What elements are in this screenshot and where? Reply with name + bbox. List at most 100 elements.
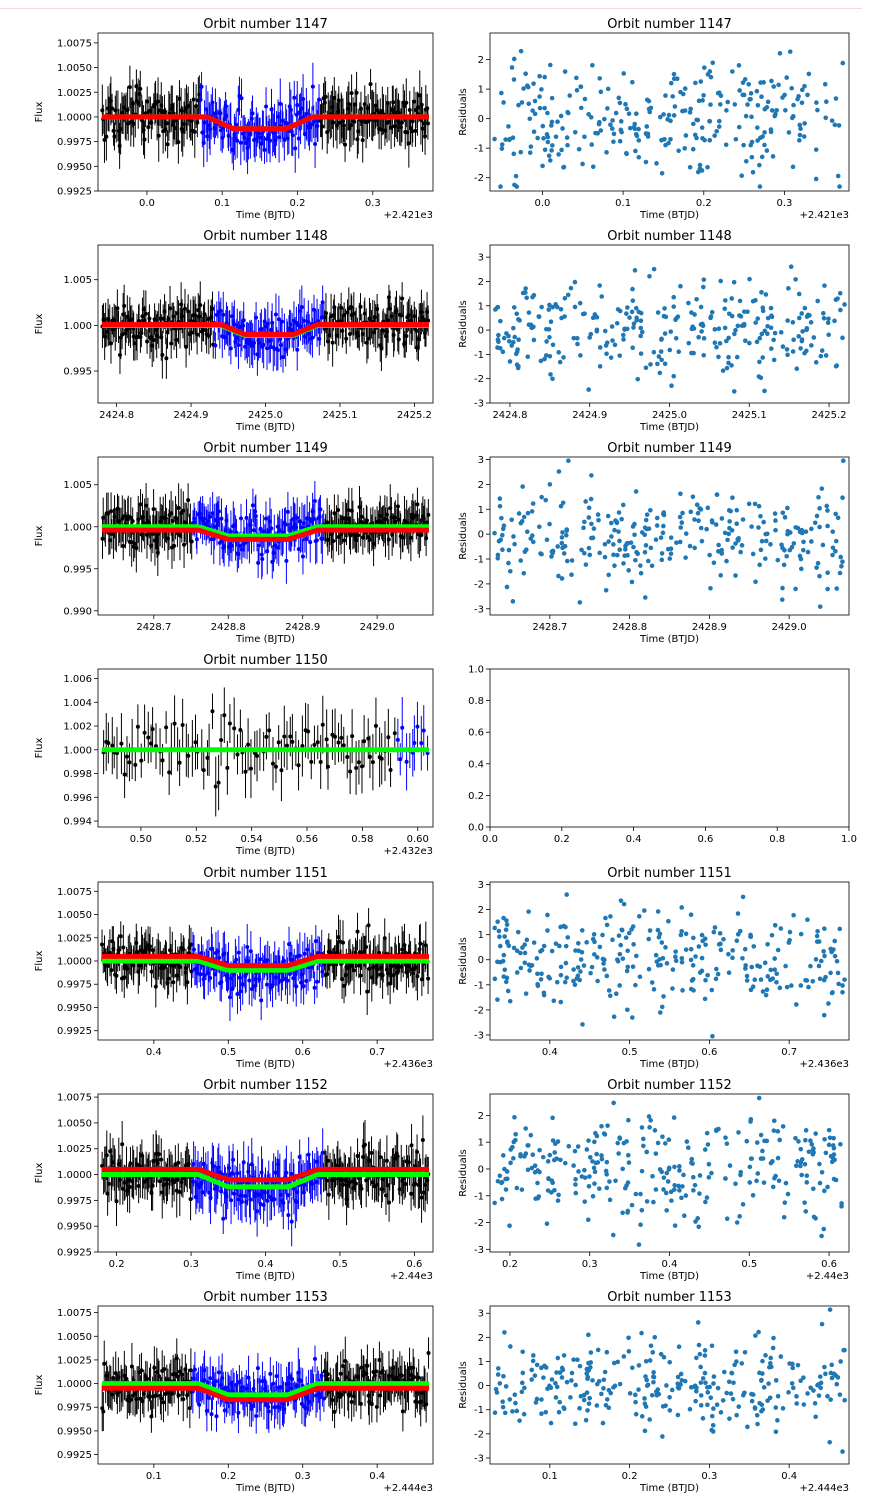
residual-point (750, 984, 756, 990)
residual-point (808, 1138, 813, 1143)
residual-point (748, 934, 754, 940)
residual-point (692, 517, 697, 522)
residual-point (654, 161, 659, 166)
residual-point (578, 84, 584, 90)
residual-point (662, 331, 668, 336)
x-axis-label: Time (BTJD) (639, 634, 699, 645)
residual-point (659, 170, 665, 176)
flux-point (222, 713, 227, 718)
flux-point (247, 978, 252, 983)
residual-point (838, 554, 844, 560)
residual-point (595, 978, 600, 984)
flux-point (351, 968, 356, 973)
y-tick-label: 1.0000 (57, 957, 92, 968)
flux-point (359, 764, 364, 769)
flux-point (344, 1197, 349, 1202)
residual-point (602, 541, 608, 547)
residual-point (661, 994, 666, 999)
flux-point (185, 980, 190, 985)
flux-point (399, 120, 404, 125)
y-tick-label: 0.9950 (57, 162, 92, 173)
residual-point (514, 349, 520, 355)
residual-point (723, 1135, 728, 1140)
flux-point (279, 768, 284, 773)
residual-point (678, 932, 684, 938)
flux-point (248, 949, 253, 954)
flux-point (356, 129, 361, 134)
residual-point (831, 1135, 836, 1141)
residual-point (574, 336, 580, 341)
residual-point (665, 1179, 671, 1184)
plot-area (100, 281, 431, 379)
flux-point (118, 934, 123, 939)
residual-point (688, 957, 694, 963)
residual-point (522, 942, 528, 947)
y-tick-label: 1.000 (63, 321, 92, 332)
flux-point (190, 1179, 195, 1184)
y-tick-label: 1.006 (63, 674, 92, 685)
residual-point (609, 324, 615, 329)
residual-point (611, 1100, 616, 1106)
residual-point (627, 125, 633, 131)
residual-point (817, 976, 823, 982)
flux-point (296, 547, 301, 552)
residual-point (633, 131, 639, 137)
flux-point (423, 943, 428, 948)
residual-point (677, 539, 683, 545)
residual-point (683, 931, 689, 937)
flux-point (150, 727, 155, 732)
flux-point (138, 502, 143, 507)
residual-point (709, 518, 715, 523)
residual-point (524, 529, 530, 534)
residual-point (571, 978, 576, 984)
residual-point (697, 166, 703, 171)
flux-point (201, 516, 206, 521)
residual-point (801, 539, 806, 545)
flux-point (226, 133, 231, 138)
flux-point (355, 137, 360, 142)
residual-point (646, 1114, 652, 1119)
residual-point (758, 1156, 764, 1161)
residual-point (631, 942, 636, 947)
x-tick-label: 0.6 (406, 1259, 422, 1270)
residual-point (648, 545, 654, 551)
residual-point (615, 552, 620, 558)
residual-point (673, 954, 678, 960)
residual-point (636, 914, 642, 919)
residual-point (793, 277, 798, 282)
residual-point (738, 314, 744, 319)
residual-point (556, 573, 561, 579)
chart-title: Orbit number 1151 (607, 866, 732, 881)
residual-point (518, 149, 524, 155)
residual-point (586, 545, 592, 551)
residual-point (597, 76, 603, 81)
residual-point (784, 347, 790, 352)
residual-point (644, 1199, 650, 1204)
residual-point (696, 1224, 702, 1230)
residual-point (620, 1166, 625, 1172)
x-axis-label: Time (BJTD) (235, 846, 295, 857)
flux-point (346, 1180, 351, 1185)
y-tick-label: 1.0025 (57, 933, 92, 944)
residual-point (743, 113, 749, 119)
y-tick-label: 0 (478, 326, 484, 337)
flux-point (191, 1161, 196, 1166)
residual-point (633, 148, 638, 154)
flux-point (423, 134, 428, 139)
residual-point (643, 517, 649, 523)
residual-point (638, 333, 643, 339)
residual-point (617, 951, 623, 957)
residual-point (745, 102, 750, 107)
residual-point (759, 289, 764, 295)
flux-point (282, 958, 287, 963)
residual-point (579, 547, 584, 553)
flux-point (237, 543, 242, 548)
flux-point (369, 1150, 374, 1155)
x-axis-label: Time (BJTD) (235, 1059, 295, 1070)
residual-point (604, 922, 610, 928)
flux-point (398, 757, 403, 762)
residual-point (564, 527, 570, 532)
residual-point (755, 102, 761, 108)
residual-point (697, 970, 703, 975)
residual-point (582, 96, 588, 102)
